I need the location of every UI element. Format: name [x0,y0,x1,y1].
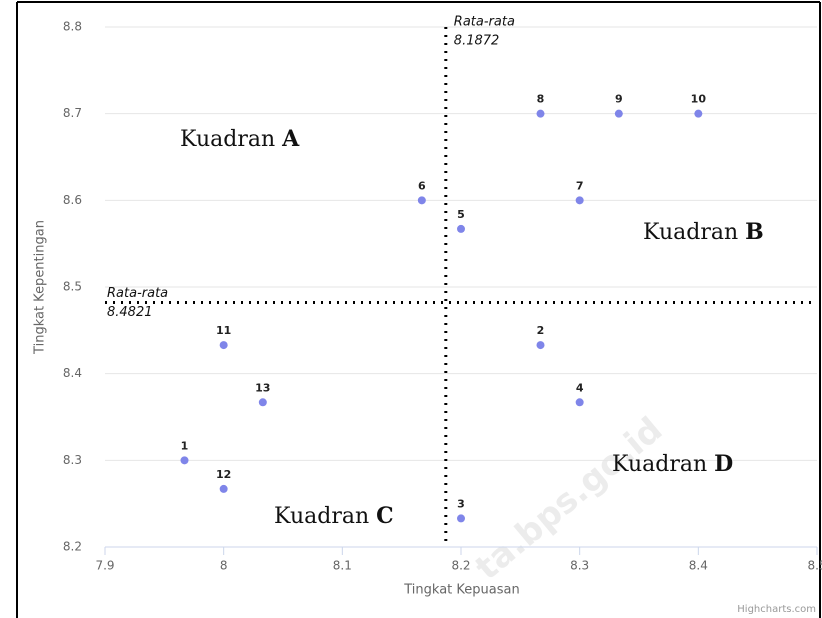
point-label: 5 [457,208,465,221]
y-tick-label: 8.7 [63,106,82,120]
watermark: ta.bps.go.id [468,409,670,588]
quadrant-text: Kuadran [643,220,738,245]
point-label: 2 [537,324,545,337]
point-label: 11 [216,324,231,337]
quadrant-label: Kuadran A [180,126,300,152]
y-tick-label: 8.6 [63,193,82,207]
x-tick-label: 8.4 [689,559,708,573]
point [536,109,545,118]
point-label: 3 [457,497,465,510]
x-tick-label: 8.2 [451,559,470,573]
quadrant-label: Kuadran B [643,219,764,245]
point [417,196,426,205]
x-tick-label: 8.1 [333,559,352,573]
x-tick-label: 7.9 [95,559,114,573]
point-label: 7 [576,179,584,192]
point-label: 10 [691,93,707,106]
point [614,109,623,118]
x-tick-label: 8.5 [807,559,822,573]
point [457,514,465,523]
mean-x-value: 8.1872 [454,34,500,49]
mean-y-value: 8.4821 [107,305,153,320]
mean-y-label: Rata-rata [107,286,168,301]
point-label: 9 [615,93,623,106]
point [536,341,545,350]
quadrant-text: Kuadran [612,452,707,477]
point [575,196,584,205]
point-label: 6 [418,179,426,192]
quadrant-letter: A [281,126,300,152]
quadrant-text: Kuadran [274,504,369,529]
quadrant-letter: C [376,503,394,529]
credit: Highcharts.com [737,604,816,615]
x-axis-title: Tingkat Kepuasan [403,583,519,598]
point-label: 8 [537,93,545,106]
quadrant-label: Kuadran D [612,451,733,477]
point-label: 13 [255,381,270,394]
y-tick-label: 8.4 [63,366,82,380]
x-tick-label: 8.3 [570,559,589,573]
quadrant-letter: B [745,219,764,245]
point [457,224,465,233]
y-tick-label: 8.8 [63,20,82,34]
y-tick-label: 8.2 [63,540,82,554]
point-label: 12 [216,468,231,481]
quadrant-letter: D [714,451,733,477]
point [575,398,584,407]
quadrant-label: Kuadran C [274,503,394,529]
y-tick-label: 8.5 [63,280,82,294]
point-label: 4 [576,381,584,394]
quadrant-text: Kuadran [180,127,275,152]
mean-x-label: Rata-rata [454,15,515,30]
point [219,484,228,493]
y-axis-title: Tingkat Kepentingan [33,220,48,355]
point-label: 1 [181,439,189,452]
point [258,398,267,407]
x-tick-label: 8 [220,559,228,573]
point [694,109,703,118]
y-tick-label: 8.3 [63,453,82,467]
point [219,341,228,350]
point [180,456,189,465]
